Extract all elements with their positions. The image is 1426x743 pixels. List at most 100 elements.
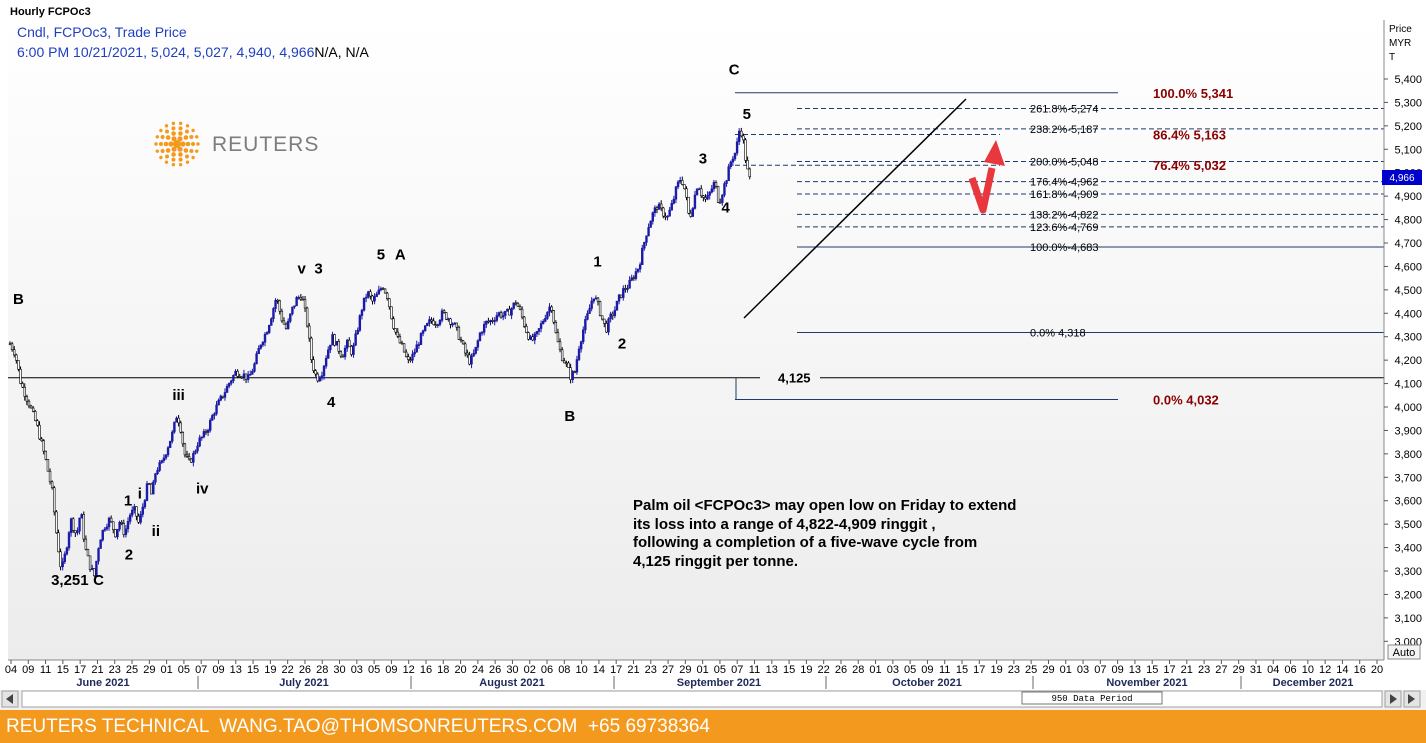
- x-tick-label: 11: [40, 664, 51, 676]
- candle-body: [594, 297, 598, 300]
- logo-dot: [178, 131, 183, 136]
- wave-label: B: [13, 291, 24, 308]
- candle-body: [367, 291, 370, 298]
- candle-body: [525, 326, 528, 333]
- candle-body: [504, 310, 507, 316]
- auto-scale-button[interactable]: [1387, 644, 1421, 660]
- fib-level-label: 238.2%-5,187: [1030, 124, 1099, 136]
- candle-body: [695, 188, 699, 196]
- candle-body: [246, 374, 250, 380]
- wave-label: 3: [699, 150, 707, 167]
- candle-body: [331, 334, 334, 346]
- candle-body: [482, 324, 486, 333]
- candle-body: [603, 318, 606, 324]
- candle-body: [124, 528, 128, 535]
- candle-body: [310, 337, 313, 360]
- candle-body: [584, 319, 587, 331]
- logo-dot: [159, 155, 163, 160]
- candle-body: [457, 326, 461, 340]
- candle-body: [253, 363, 256, 372]
- auto-scale-label[interactable]: Auto: [1393, 647, 1416, 659]
- month-label: December 2021: [1273, 677, 1354, 689]
- candle-body: [678, 180, 682, 183]
- candle-body: [278, 300, 281, 312]
- candle-body: [415, 344, 418, 353]
- candle-body: [636, 268, 640, 272]
- candle-body: [428, 319, 431, 324]
- wave-label: ii: [152, 523, 160, 540]
- candle-body: [712, 182, 716, 190]
- candle-body: [702, 195, 705, 198]
- fib-level-label: 161.8%-4,909: [1030, 189, 1099, 201]
- candle-body: [103, 528, 107, 531]
- candle-body: [649, 220, 652, 228]
- logo-dot: [154, 142, 158, 146]
- x-tick-label: 07: [1094, 664, 1106, 676]
- candle-body: [567, 362, 570, 368]
- candle-body: [735, 141, 739, 154]
- candle-body: [440, 310, 444, 321]
- candle-body: [676, 181, 680, 188]
- candle-body: [569, 367, 572, 381]
- logo-dot: [178, 121, 183, 126]
- candle-body: [93, 568, 96, 577]
- fib-level-label: 176.4%-4,962: [1030, 177, 1099, 189]
- logo-dot: [177, 136, 183, 142]
- x-tick-label: 04: [1267, 664, 1279, 676]
- price-chart: Hourly FCPOc3 Cndl, FCPOc3, Trade Price …: [0, 6, 1426, 710]
- candle-body: [158, 462, 161, 471]
- candle-body: [506, 308, 509, 312]
- wave-label: i: [138, 485, 142, 502]
- candle-body: [468, 354, 471, 365]
- candle-body: [619, 294, 623, 298]
- x-tick-label: 11: [749, 664, 760, 676]
- candle-body: [59, 551, 62, 568]
- candle-body: [459, 339, 463, 342]
- candle-body: [531, 336, 534, 341]
- candle-body: [362, 297, 366, 311]
- candle-body: [162, 457, 166, 461]
- x-tick-label: 20: [454, 664, 466, 676]
- logo-dot: [189, 148, 194, 153]
- candle-body: [598, 301, 602, 317]
- candle-body: [480, 331, 484, 334]
- logo-dot: [173, 140, 181, 148]
- annotation-line: Palm oil <FCPOc3> may open low on Friday…: [633, 497, 1016, 514]
- candle-body: [398, 336, 402, 344]
- x-tick-label: 28: [316, 664, 328, 676]
- candle-body: [19, 368, 22, 384]
- candle-body: [383, 288, 387, 294]
- legend-line-1: Cndl, FCPOc3, Trade Price: [17, 24, 187, 40]
- y-tick-label: 4,300: [1394, 332, 1422, 344]
- candle-body: [638, 264, 642, 270]
- reuters-dot-logo-icon: [154, 121, 200, 167]
- candle-body: [194, 450, 197, 454]
- candle-body: [17, 360, 20, 370]
- candle-body: [261, 341, 265, 346]
- candle-body: [171, 431, 174, 442]
- candle-body: [409, 359, 412, 361]
- candle-body: [560, 349, 564, 362]
- candle-body: [295, 297, 298, 307]
- candle-body: [217, 399, 220, 406]
- y-tick-label: 3,300: [1394, 566, 1422, 578]
- candle-body: [23, 386, 26, 397]
- x-tick-label: 25: [126, 664, 138, 676]
- x-tick-label: 17: [973, 664, 985, 676]
- x-tick-label: 30: [333, 664, 345, 676]
- candle-body: [223, 392, 227, 398]
- y-tick-label: 4,000: [1394, 402, 1422, 414]
- logo-dot: [165, 135, 171, 140]
- y-tick-label: 3,400: [1394, 543, 1422, 555]
- candle-body: [550, 306, 553, 311]
- axis-title-price: Price: [1389, 24, 1412, 35]
- candle-body: [297, 296, 300, 299]
- candle-body: [116, 528, 119, 538]
- candle-body: [42, 440, 45, 452]
- scrollbar-thumb[interactable]: [21, 690, 1383, 708]
- candlesticks: [8, 127, 751, 578]
- candle-body: [213, 413, 216, 416]
- candle-body: [219, 395, 222, 401]
- logo-dot: [185, 160, 190, 164]
- candle-body: [381, 288, 385, 290]
